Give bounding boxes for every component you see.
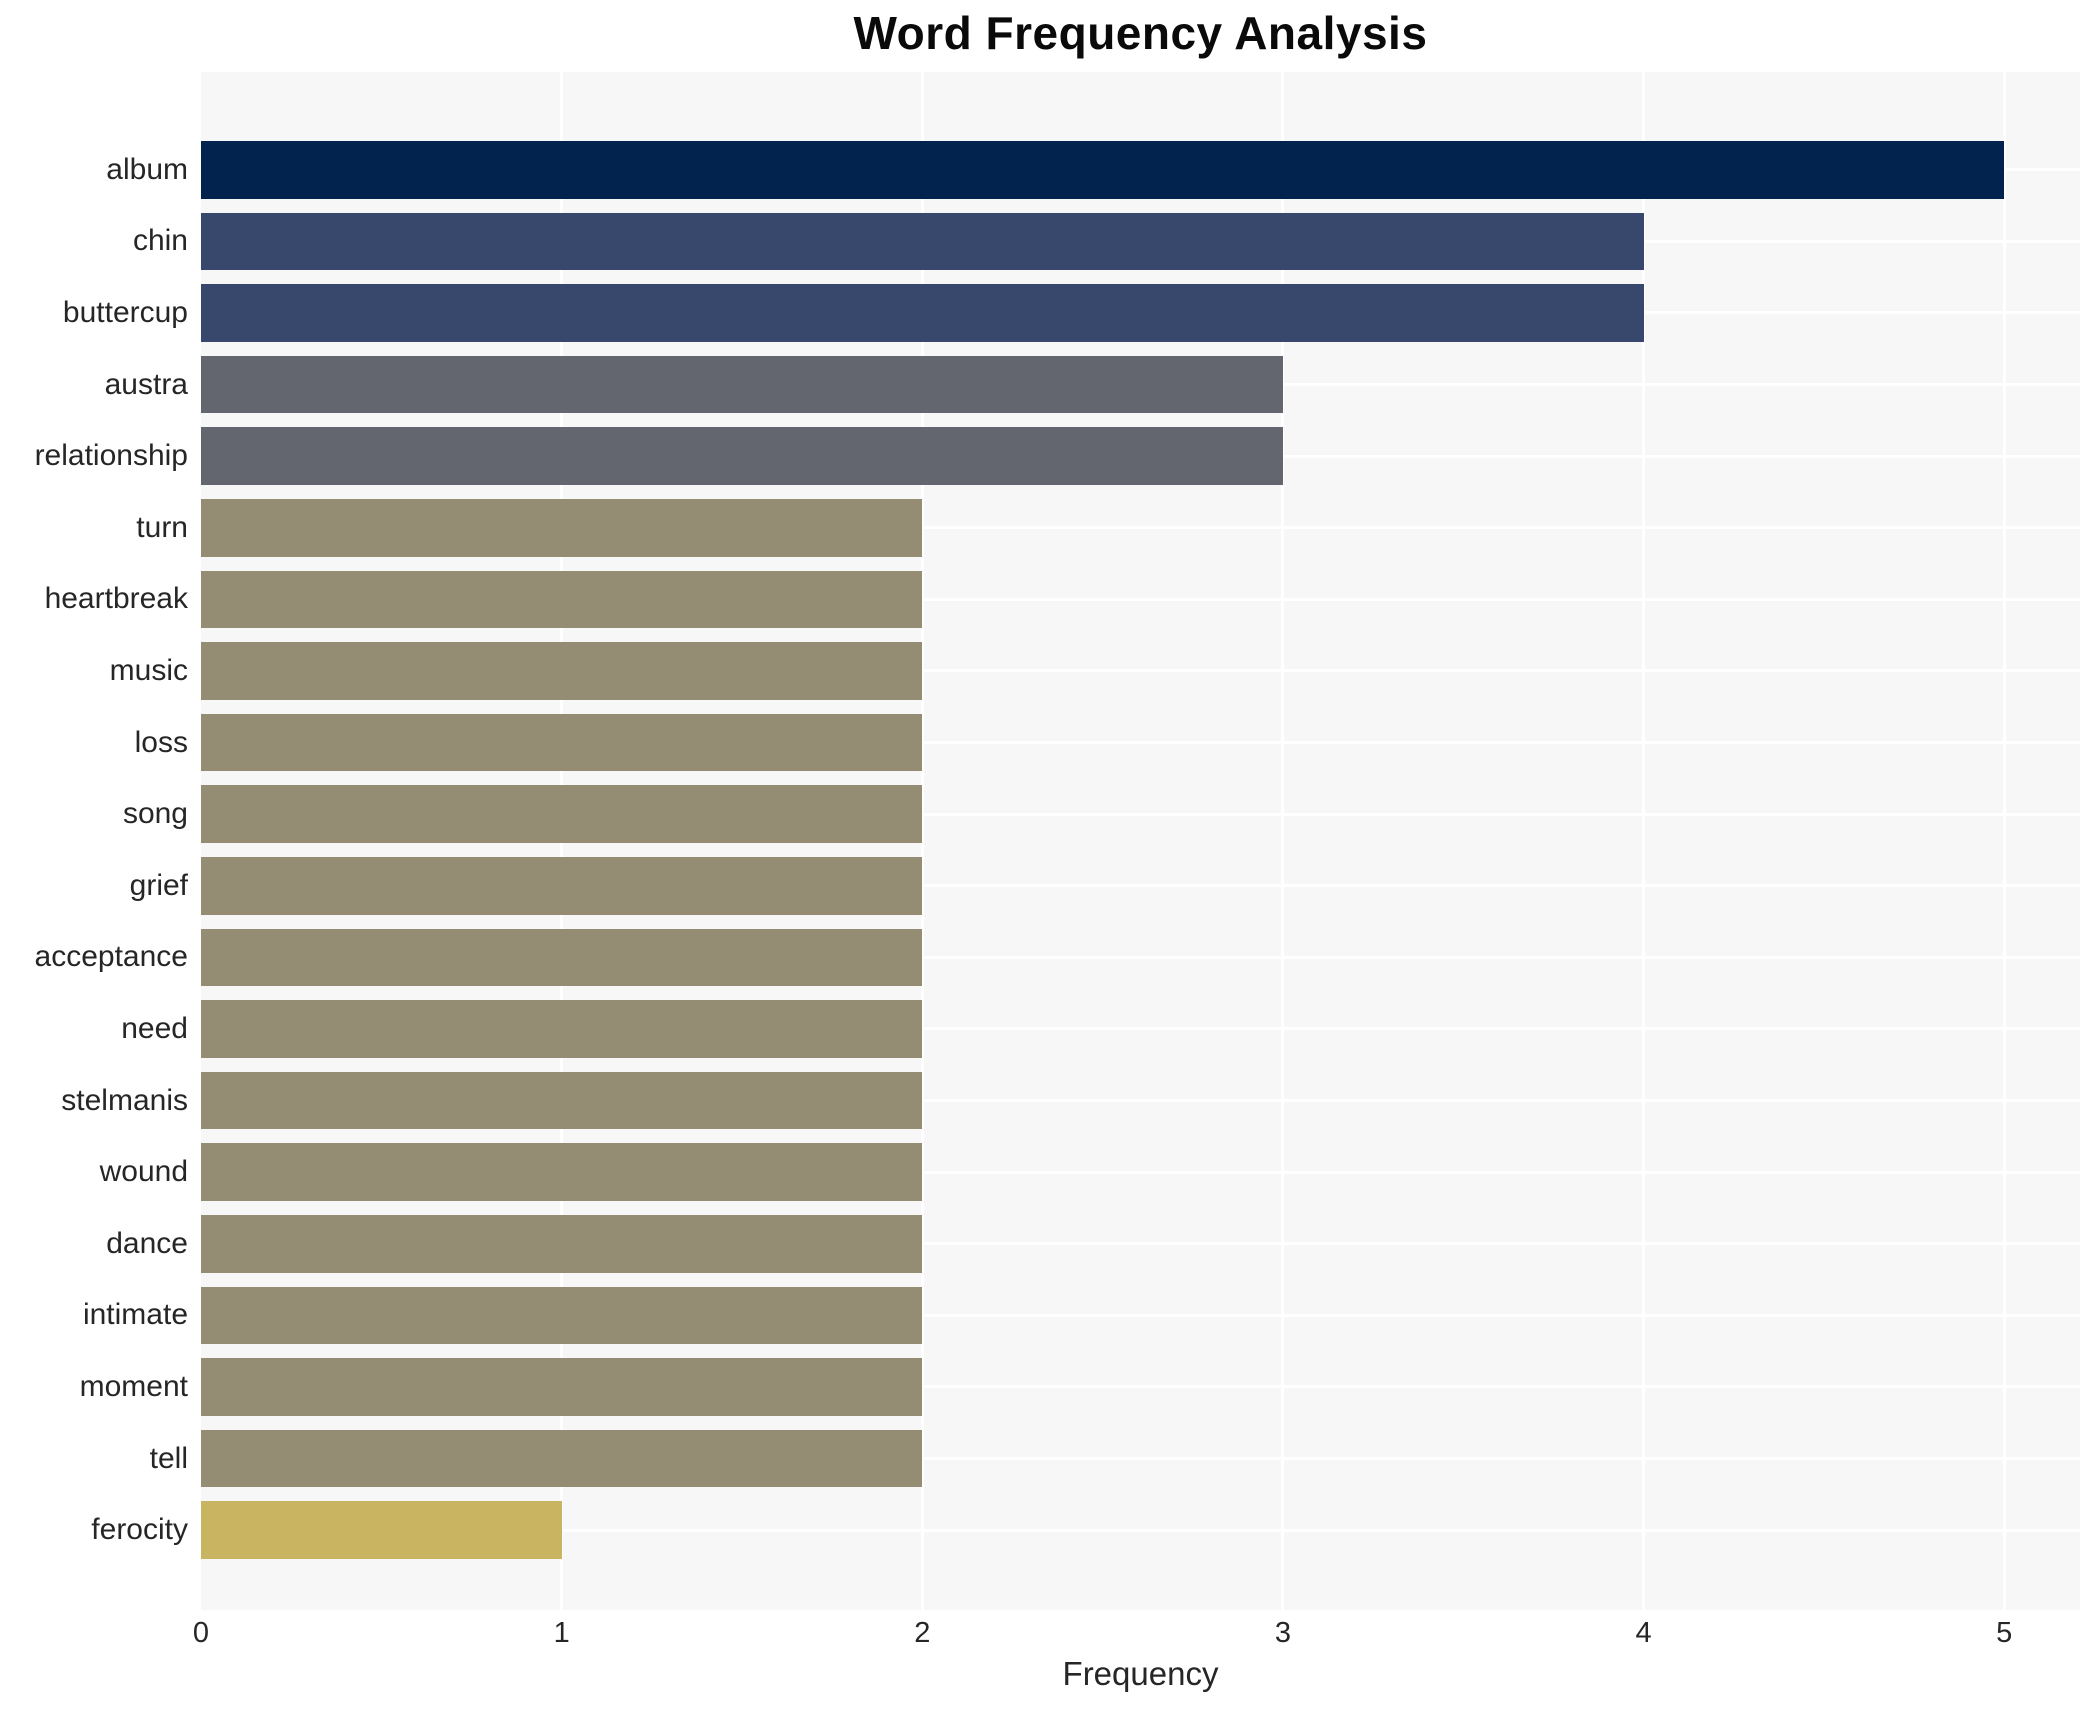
y-tick-label-ferocity: ferocity (91, 1513, 188, 1547)
chart-title: Word Frequency Analysis (853, 7, 1428, 59)
y-tick-label-album: album (106, 152, 188, 186)
bar-need (201, 1000, 923, 1058)
y-tick-label-dance: dance (106, 1226, 188, 1260)
x-tick-label-4: 4 (1635, 1617, 1652, 1649)
y-tick-label-turn: turn (136, 510, 188, 544)
bar-loss (201, 713, 923, 772)
x-tick-label-3: 3 (1274, 1617, 1292, 1649)
horizontal-gridline (201, 955, 2080, 959)
y-tick-label-buttercup: buttercup (62, 295, 188, 329)
bar-relationship (201, 427, 1283, 485)
x-tick-label-1: 1 (553, 1617, 570, 1649)
y-tick-label-loss: loss (134, 725, 188, 759)
horizontal-gridline (201, 884, 2080, 888)
y-tick-label-stelmanis: stelmanis (61, 1083, 188, 1117)
y-tick-label-grief: grief (129, 868, 188, 902)
horizontal-gridline (201, 741, 2080, 745)
vertical-gridline (920, 72, 924, 1610)
y-tick-label-intimate: intimate (82, 1298, 188, 1332)
horizontal-gridline (201, 1313, 2080, 1317)
bar-buttercup (201, 284, 1644, 342)
bar-tell (201, 1429, 923, 1488)
horizontal-gridline (201, 812, 2080, 816)
horizontal-gridline (201, 1170, 2080, 1174)
horizontal-gridline (201, 1528, 2080, 1532)
horizontal-gridline (201, 597, 2080, 601)
y-tick-label-chin: chin (132, 224, 188, 258)
bar-grief (201, 857, 923, 915)
bar-intimate (201, 1286, 923, 1345)
y-tick-label-relationship: relationship (34, 439, 188, 473)
y-tick-label-song: song (122, 797, 188, 831)
x-axis-label: Frequency (1062, 1655, 1219, 1692)
x-tick-label-0: 0 (192, 1617, 210, 1649)
y-tick-label-acceptance: acceptance (34, 940, 188, 974)
bar-dance (201, 1215, 923, 1273)
horizontal-gridline (201, 1242, 2080, 1246)
bar-wound (201, 1143, 923, 1201)
horizontal-gridline (201, 1457, 2080, 1461)
bar-acceptance (201, 928, 923, 987)
x-tick-label-2: 2 (914, 1617, 931, 1649)
vertical-gridline (1281, 72, 1285, 1610)
vertical-gridline (2002, 72, 2006, 1610)
y-tick-label-tell: tell (149, 1441, 188, 1475)
bar-chin (201, 212, 1644, 271)
bar-stelmanis (201, 1071, 923, 1130)
horizontal-gridline (201, 1385, 2080, 1389)
bar-austra (201, 355, 1283, 414)
bar-album (201, 141, 2005, 199)
vertical-gridline (1642, 72, 1646, 1610)
bar-heartbreak (201, 570, 923, 629)
y-tick-label-moment: moment (79, 1369, 188, 1403)
y-tick-label-heartbreak: heartbreak (44, 582, 188, 616)
y-tick-label-austra: austra (104, 367, 188, 401)
bar-song (201, 785, 923, 843)
y-tick-label-wound: wound (99, 1155, 188, 1189)
y-tick-label-need: need (121, 1011, 188, 1045)
plot-area (201, 72, 2080, 1610)
horizontal-gridline (201, 526, 2080, 530)
y-tick-label-music: music (109, 653, 188, 687)
bar-ferocity (201, 1501, 562, 1559)
bar-moment (201, 1358, 923, 1416)
horizontal-gridline (201, 669, 2080, 673)
horizontal-gridline (201, 1099, 2080, 1103)
x-tick-label-5: 5 (1996, 1617, 2013, 1649)
bar-turn (201, 499, 923, 557)
bar-music (201, 642, 923, 700)
horizontal-gridline (201, 1027, 2080, 1031)
